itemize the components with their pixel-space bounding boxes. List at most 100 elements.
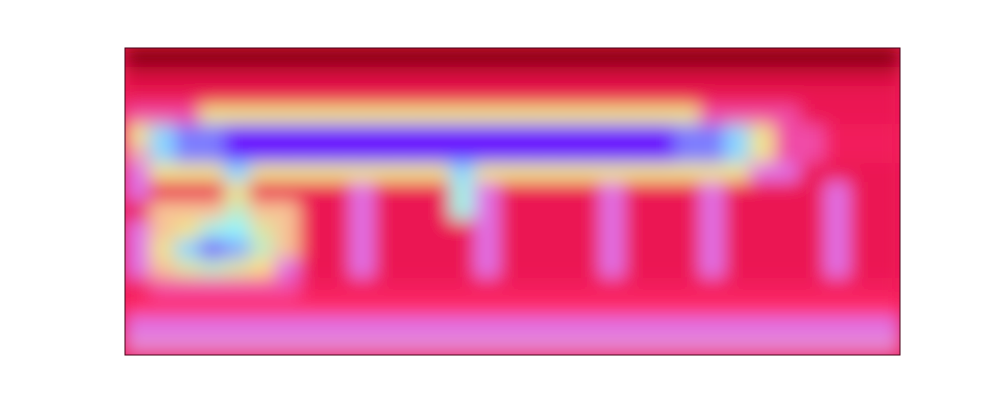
heat-cell (450, 67, 476, 87)
heat-cell (750, 163, 776, 183)
heat-cell (825, 105, 851, 125)
heat-cell (425, 86, 451, 106)
heat-cell (125, 143, 151, 163)
heat-cell (525, 239, 551, 259)
heat-cell (275, 316, 301, 336)
heat-cell (350, 86, 376, 106)
heat-cell (475, 297, 501, 317)
heat-cell (200, 143, 226, 163)
heat-cell (625, 163, 651, 183)
heat-cell (775, 297, 801, 317)
heat-cell (250, 335, 276, 355)
heat-cell (625, 316, 651, 336)
heat-cell (525, 124, 551, 144)
heat-cell (800, 182, 826, 202)
heat-cell (600, 335, 626, 355)
heat-cell (175, 220, 201, 240)
heat-cell (550, 143, 576, 163)
heat-cell (875, 278, 901, 298)
heat-cell (475, 163, 501, 183)
heat-cell (500, 105, 526, 125)
heat-cell (150, 86, 176, 106)
heat-cell (250, 239, 276, 259)
heat-cell (575, 86, 601, 106)
heat-cell (825, 163, 851, 183)
heat-cell (350, 48, 376, 68)
heat-cell (625, 297, 651, 317)
heat-cell (825, 201, 851, 221)
heat-cell (550, 201, 576, 221)
heat-cell (450, 278, 476, 298)
chart (0, 0, 1000, 400)
heat-cell (425, 335, 451, 355)
heat-cell (450, 220, 476, 240)
heat-cell (450, 201, 476, 221)
heat-cell (525, 48, 551, 68)
heat-cell (850, 220, 876, 240)
heat-cell (850, 105, 876, 125)
heat-cell (300, 163, 326, 183)
heat-cell (150, 143, 176, 163)
heat-cell (450, 143, 476, 163)
heat-cell (850, 239, 876, 259)
heat-cell (400, 297, 426, 317)
heat-cell (800, 259, 826, 279)
heat-cell (500, 48, 526, 68)
heat-cell (225, 67, 251, 87)
heat-cell (650, 297, 676, 317)
heat-cell (525, 316, 551, 336)
heat-cell (125, 86, 151, 106)
heat-cell (850, 297, 876, 317)
heat-cell (500, 124, 526, 144)
heat-cell (750, 278, 776, 298)
heat-cell (600, 259, 626, 279)
heat-cell (650, 124, 676, 144)
heat-cell (250, 124, 276, 144)
heat-cell (325, 259, 351, 279)
heat-cell (700, 259, 726, 279)
heat-cell (550, 316, 576, 336)
heat-cell (625, 259, 651, 279)
heat-cell (675, 143, 701, 163)
heat-cell (300, 220, 326, 240)
heat-cell (800, 297, 826, 317)
heat-cell (525, 105, 551, 125)
heat-cell (475, 105, 501, 125)
heat-cell (650, 239, 676, 259)
heat-cell (225, 316, 251, 336)
heat-cell (250, 220, 276, 240)
heat-cell (300, 316, 326, 336)
heat-cell (400, 182, 426, 202)
heat-cell (500, 239, 526, 259)
heat-cell (500, 297, 526, 317)
heat-cell (225, 86, 251, 106)
heat-cell (200, 124, 226, 144)
heat-cell (550, 67, 576, 87)
heat-cell (650, 67, 676, 87)
heat-cell (325, 163, 351, 183)
heat-cell (825, 316, 851, 336)
heat-cell (725, 297, 751, 317)
heat-cell (325, 335, 351, 355)
heat-cell (525, 220, 551, 240)
heat-cell (200, 278, 226, 298)
heat-cell (125, 48, 151, 68)
heat-cell (200, 316, 226, 336)
heat-cell (550, 259, 576, 279)
heat-cell (850, 48, 876, 68)
heat-cell (125, 297, 151, 317)
heat-cell (600, 182, 626, 202)
heat-cell (125, 239, 151, 259)
heat-cell (400, 316, 426, 336)
heat-cell (800, 201, 826, 221)
heat-cell (775, 182, 801, 202)
heat-cell (400, 259, 426, 279)
heat-cell (250, 182, 276, 202)
heat-cell (275, 124, 301, 144)
heat-cell (575, 48, 601, 68)
heat-cell (450, 335, 476, 355)
heat-cell (425, 163, 451, 183)
heat-cell (125, 335, 151, 355)
heat-cell (600, 201, 626, 221)
heat-cell (575, 335, 601, 355)
